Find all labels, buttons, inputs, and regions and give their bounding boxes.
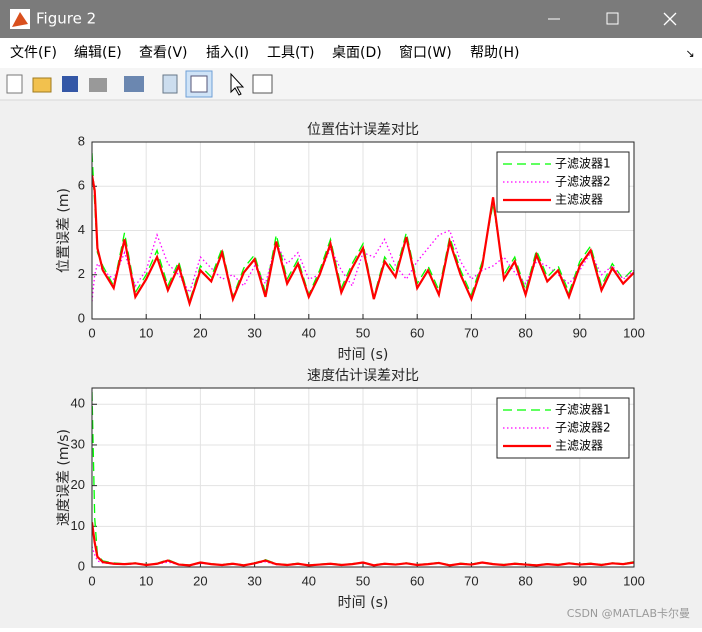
axes-box xyxy=(91,141,635,320)
menu-item[interactable]: 插入(I) xyxy=(206,45,249,61)
series-line xyxy=(92,175,634,308)
menu-group: 文件(F) 编辑(E) 查看(V) 插入(I) 工具(T) 桌面(D) 窗口(W) 帮助(H) xyxy=(10,44,519,61)
x-tick-label: 20 xyxy=(193,573,207,588)
series-line xyxy=(92,153,634,304)
x-tick-label: 60 xyxy=(410,325,424,340)
menu-item[interactable]: 帮助(H) xyxy=(470,45,519,61)
y-tick-label: 2 xyxy=(78,266,85,281)
pointer-icon[interactable] xyxy=(230,72,245,96)
y-tick-label: 40 xyxy=(71,396,85,411)
x-tick-label: 60 xyxy=(410,573,424,588)
property-icon[interactable] xyxy=(252,74,273,94)
legend-label: 子滤波器1 xyxy=(555,403,611,417)
link-icon[interactable] xyxy=(124,76,144,92)
y-tick-label: 20 xyxy=(71,477,85,492)
x-tick-label: 40 xyxy=(302,325,316,340)
watermark: CSDN @MATLAB卡尔曼 xyxy=(567,607,690,620)
chart-title: 速度估计误差对比 xyxy=(307,368,419,384)
menu-item[interactable]: 工具(T) xyxy=(267,45,314,61)
x-tick-label: 0 xyxy=(88,573,95,588)
menu-item[interactable]: 桌面(D) xyxy=(332,45,382,61)
y-tick-label: 8 xyxy=(78,133,85,148)
x-tick-label: 30 xyxy=(247,573,261,588)
x-tick-label: 30 xyxy=(247,325,261,340)
y-tick-label: 0 xyxy=(78,310,85,325)
y-tick-label: 6 xyxy=(78,178,85,193)
y-tick-label: 10 xyxy=(71,518,85,533)
legend-label: 子滤波器2 xyxy=(555,175,611,189)
y-tick-label: 30 xyxy=(71,436,85,451)
x-tick-label: 20 xyxy=(193,325,207,340)
x-tick-label: 100 xyxy=(623,573,645,588)
series-line xyxy=(92,522,634,567)
menu-bar xyxy=(0,38,702,68)
x-tick-label: 70 xyxy=(464,573,478,588)
y-axis-label: 位置误差 (m) xyxy=(56,188,72,273)
save-icon[interactable] xyxy=(62,76,78,92)
series-line xyxy=(92,229,634,302)
x-axis-label: 时间 (s) xyxy=(338,347,389,363)
menu-item[interactable]: 窗口(W) xyxy=(399,44,452,61)
menu-arrow[interactable]: ↘ xyxy=(685,47,694,60)
x-tick-label: 0 xyxy=(88,325,95,340)
menu-item[interactable]: 编辑(E) xyxy=(74,45,122,61)
x-tick-label: 100 xyxy=(623,325,645,340)
x-tick-label: 70 xyxy=(464,325,478,340)
colorbar-icon[interactable] xyxy=(162,74,178,94)
x-tick-label: 40 xyxy=(302,573,316,588)
x-axis-label: 时间 (s) xyxy=(338,595,389,611)
legend-box xyxy=(496,397,630,459)
y-tick-label: 4 xyxy=(78,222,85,237)
x-tick-label: 90 xyxy=(573,325,587,340)
legend-label: 主滤波器 xyxy=(555,193,603,207)
window-title: Figure 2 xyxy=(36,10,96,28)
x-tick-label: 50 xyxy=(356,325,370,340)
menu-item[interactable]: 文件(F) xyxy=(10,45,57,61)
x-tick-label: 10 xyxy=(139,325,153,340)
print-icon[interactable] xyxy=(89,78,107,92)
legend-label: 子滤波器2 xyxy=(555,421,611,435)
new-icon[interactable] xyxy=(6,74,23,94)
chart-title: 位置估计误差对比 xyxy=(307,122,419,138)
menu-item[interactable]: 查看(V) xyxy=(139,45,188,61)
title-bar xyxy=(0,0,702,38)
x-tick-label: 50 xyxy=(356,573,370,588)
x-tick-label: 80 xyxy=(518,325,532,340)
close-button[interactable] xyxy=(663,12,677,26)
x-tick-label: 90 xyxy=(573,573,587,588)
x-tick-label: 80 xyxy=(518,573,532,588)
toolbar xyxy=(0,68,702,100)
axes-box xyxy=(91,387,635,568)
y-axis-label: 速度误差 (m/s) xyxy=(56,429,72,526)
y-tick-label: 0 xyxy=(78,558,85,573)
toolbar-icons xyxy=(6,70,273,98)
x-tick-label: 10 xyxy=(139,573,153,588)
maximize-button[interactable] xyxy=(606,12,619,25)
legend-label: 主滤波器 xyxy=(555,439,603,453)
legend-label: 子滤波器1 xyxy=(555,157,611,171)
open-icon[interactable] xyxy=(32,77,52,93)
app-icon xyxy=(10,9,30,29)
